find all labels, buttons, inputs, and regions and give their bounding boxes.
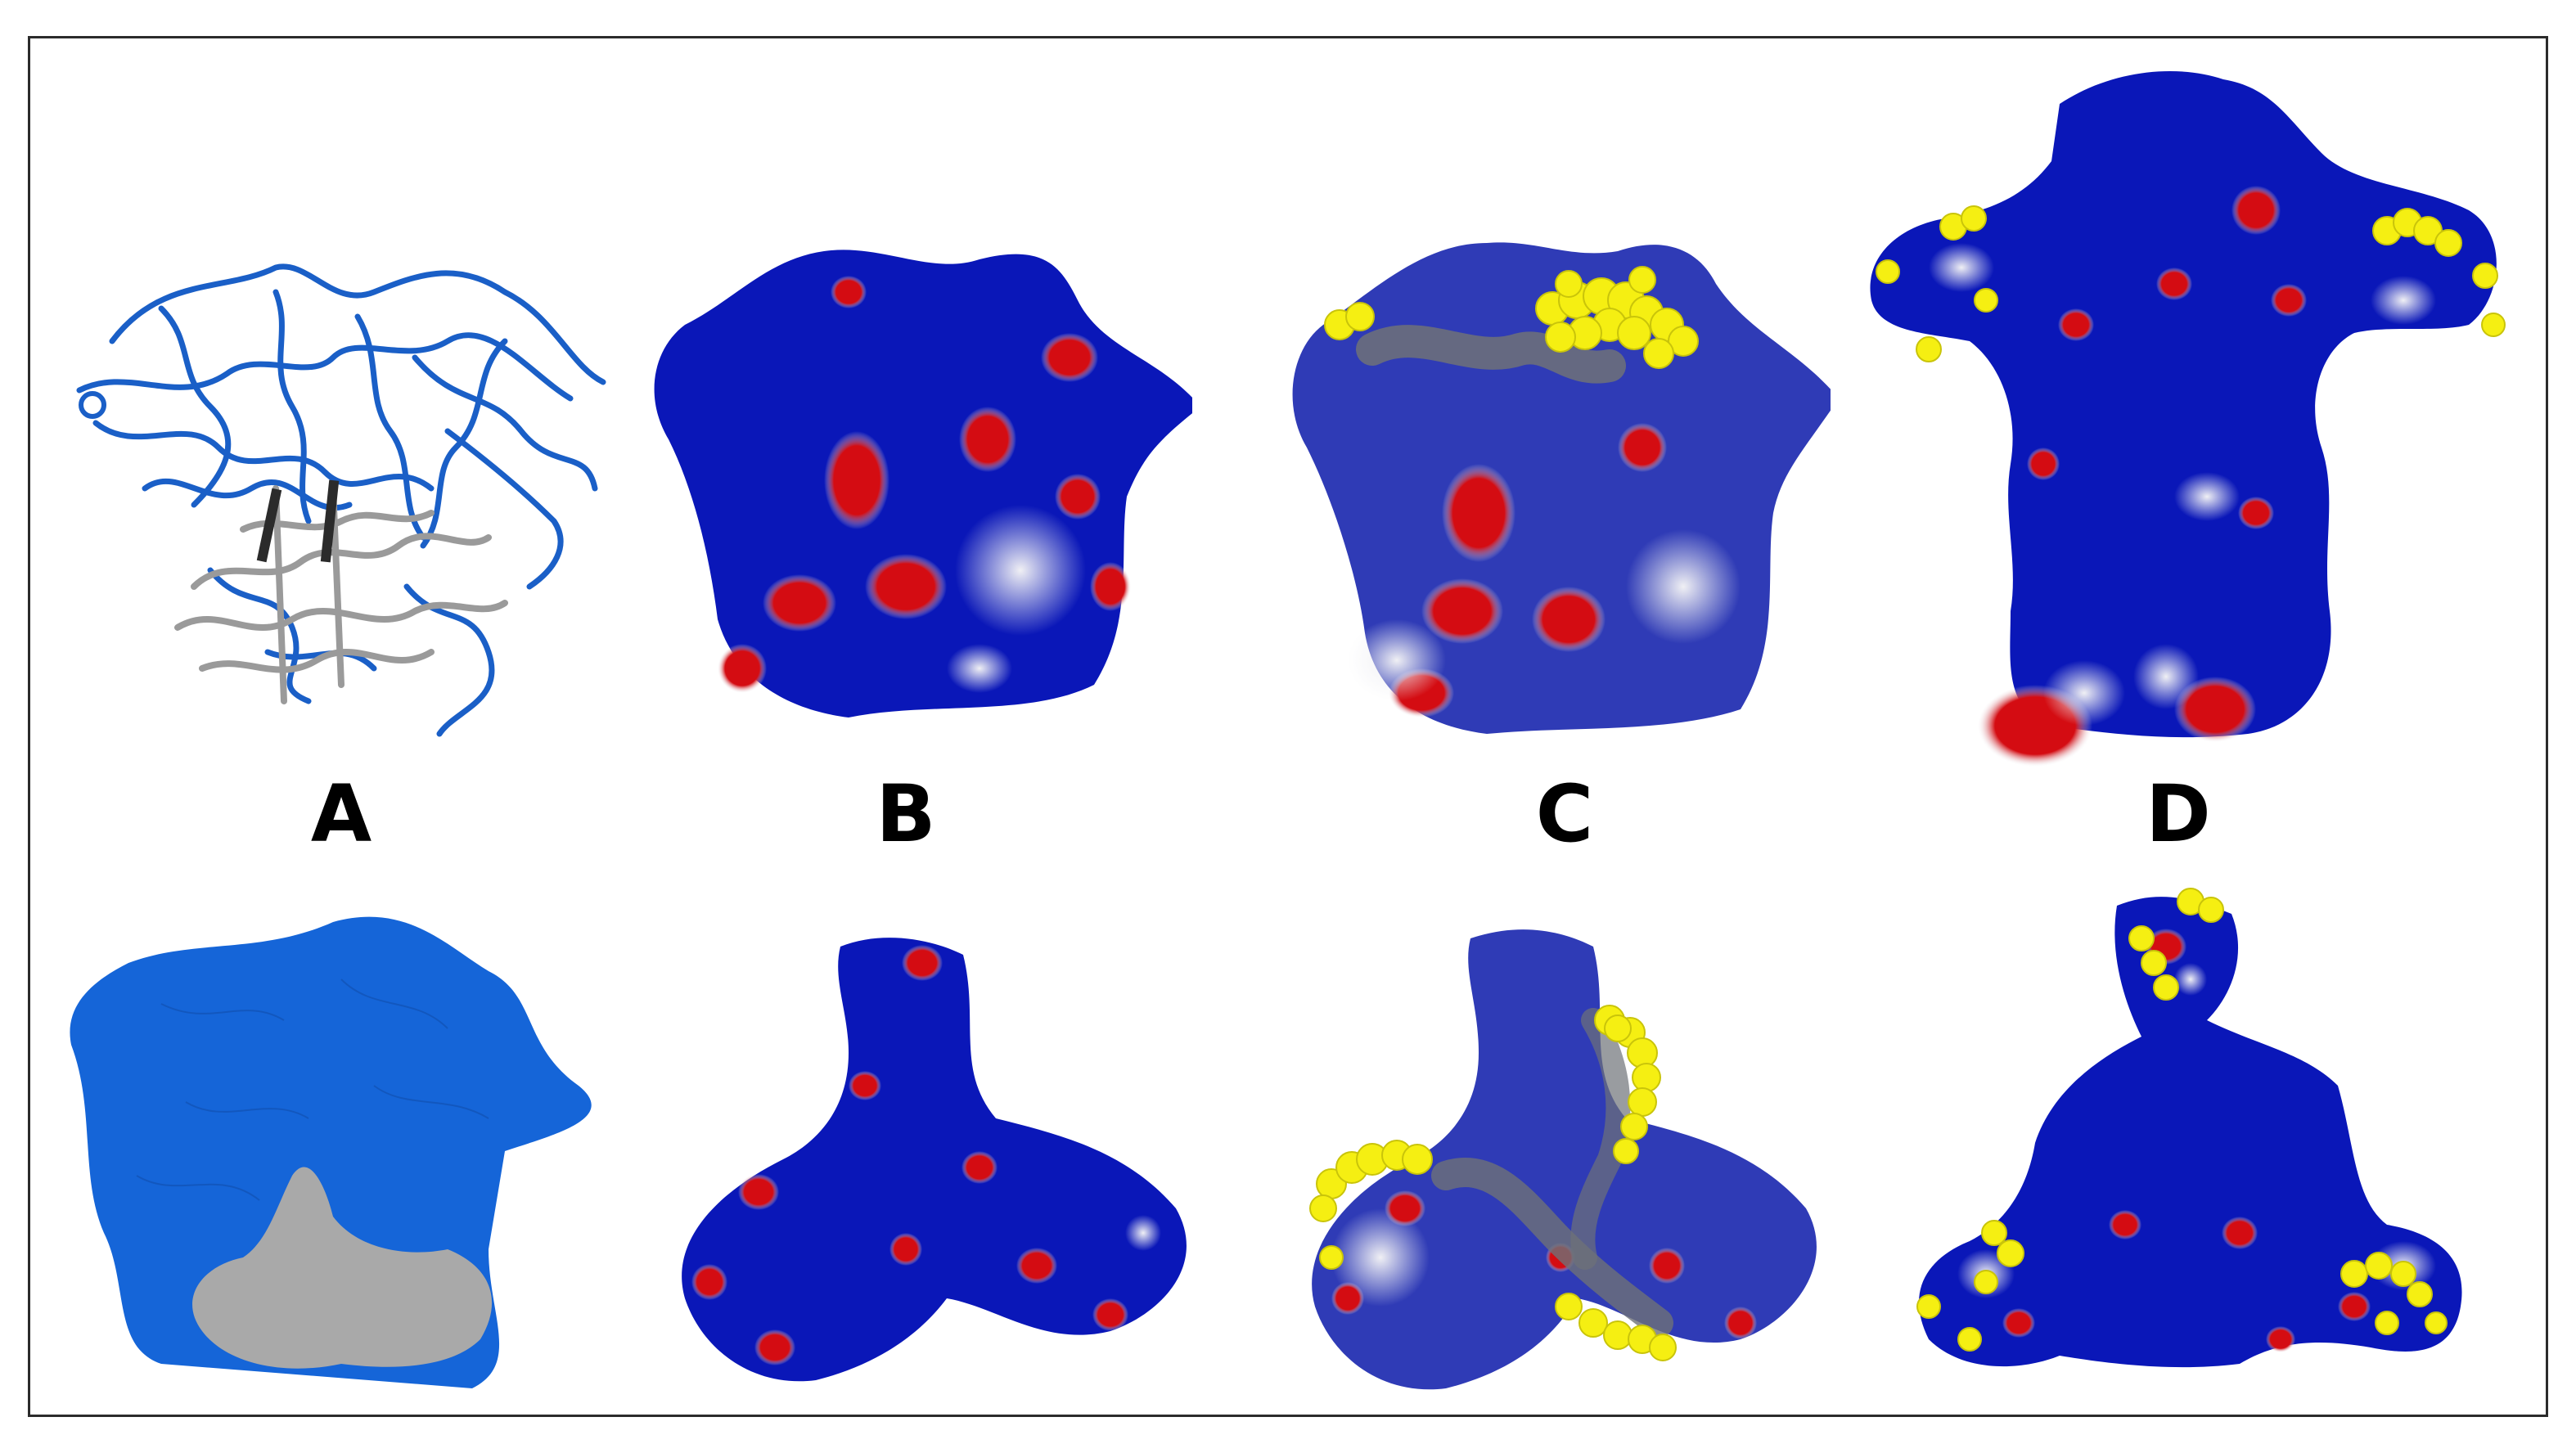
panel-label-a: A — [310, 768, 372, 860]
panel-c-highlighted-surface-side — [1274, 202, 1831, 758]
panel-label-c: C — [1535, 768, 1594, 860]
electrostatic-surface-trefoil-highlight — [1309, 929, 1817, 1390]
electrostatic-surface-trefoil-d — [1916, 888, 2462, 1368]
panel-a-ribbon-model — [63, 243, 619, 750]
figure-frame: A B C D — [28, 36, 2548, 1417]
panel-label-b: B — [876, 768, 936, 860]
electrostatic-surface — [654, 250, 1192, 718]
panel-b-electrostatic-surface-side — [636, 210, 1192, 750]
ribbon-structure — [76, 263, 606, 737]
electrostatic-surface-trefoil — [682, 938, 1187, 1382]
surface-structure-blue-gray — [70, 916, 592, 1388]
panel-c-highlighted-surface-top — [1282, 914, 1839, 1413]
electrostatic-surface-with-highlight — [1292, 242, 1831, 734]
electrostatic-surface-elongated — [1870, 71, 2506, 767]
panel-d-highlighted-surface-top — [1896, 881, 2502, 1413]
panel-label-d: D — [2146, 768, 2211, 860]
panel-a-surface-model — [63, 906, 619, 1413]
panel-b-electrostatic-surface-top — [652, 922, 1209, 1413]
panel-d-highlighted-surface-side — [1863, 55, 2518, 775]
